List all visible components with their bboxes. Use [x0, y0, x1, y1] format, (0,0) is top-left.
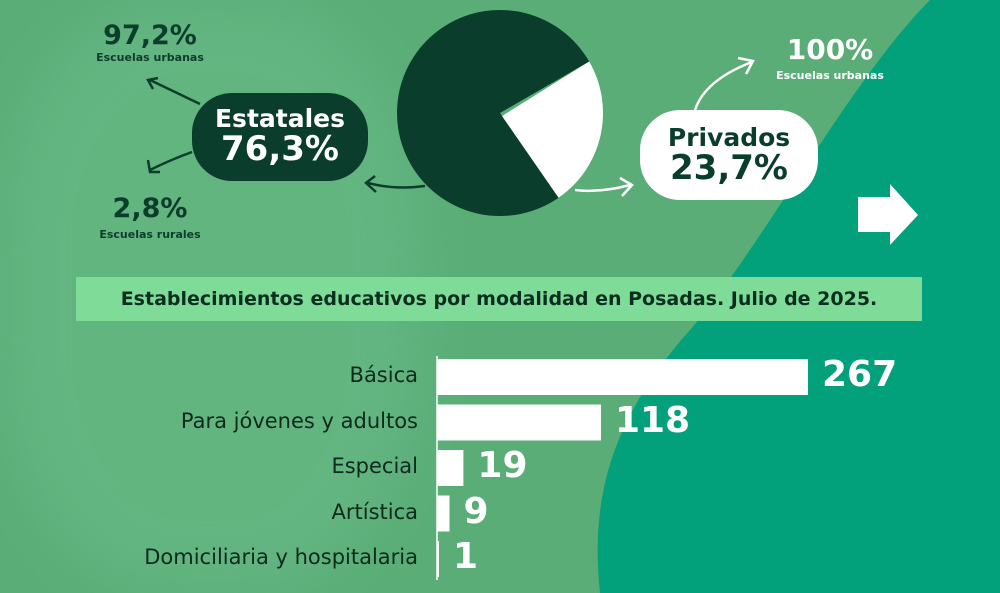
privados-value: 23,7%: [670, 148, 788, 189]
bars-group: [437, 359, 808, 577]
bar-2: [437, 450, 464, 486]
estatales-label: Estatales: [214, 104, 345, 133]
private-urban-percent: 100%: [786, 33, 874, 66]
value-label: 118: [614, 399, 691, 441]
bar-3: [437, 495, 450, 532]
pie-chart: [397, 9, 603, 216]
estatales-pill: Estatales 76,3%: [192, 93, 368, 181]
state-rural-label: Escuelas rurales: [99, 228, 201, 241]
category-label: Especial: [331, 454, 418, 478]
value-label: 1: [453, 536, 479, 577]
private-urban-label: Escuelas urbanas: [776, 69, 884, 82]
estatales-value: 76,3%: [221, 129, 339, 170]
arrow-to-private-urban-icon: [693, 56, 755, 111]
next-arrow-icon[interactable]: [858, 184, 918, 245]
privados-pill: Privados 23,7%: [640, 110, 818, 200]
arrow-to-urban-icon: [146, 76, 201, 106]
bar-0: [437, 359, 808, 395]
value-label: 267: [822, 354, 898, 395]
state-rural-percent: 2,8%: [112, 193, 188, 224]
category-label: Para jóvenes y adultos: [180, 408, 418, 433]
arrow-to-privados-icon: [574, 176, 634, 197]
category-label: Artística: [331, 499, 419, 524]
state-urban-percent: 97,2%: [103, 20, 197, 51]
pie-slice-estatales: [397, 9, 590, 216]
bar-4: [437, 541, 439, 577]
value-label: 9: [463, 490, 489, 532]
value-label: 19: [477, 445, 528, 486]
arrow-to-estatales-icon: [364, 175, 426, 193]
category-label: Básica: [349, 363, 418, 387]
pie-slice-privados: [502, 61, 603, 198]
privados-label: Privados: [667, 123, 791, 152]
bar-1: [437, 404, 601, 441]
chart-title: Establecimientos educativos por modalida…: [76, 277, 922, 321]
category-label: Domiciliaria y hospitalaria: [144, 545, 418, 569]
arrow-to-rural-icon: [146, 150, 193, 174]
state-urban-label: Escuelas urbanas: [96, 51, 204, 64]
